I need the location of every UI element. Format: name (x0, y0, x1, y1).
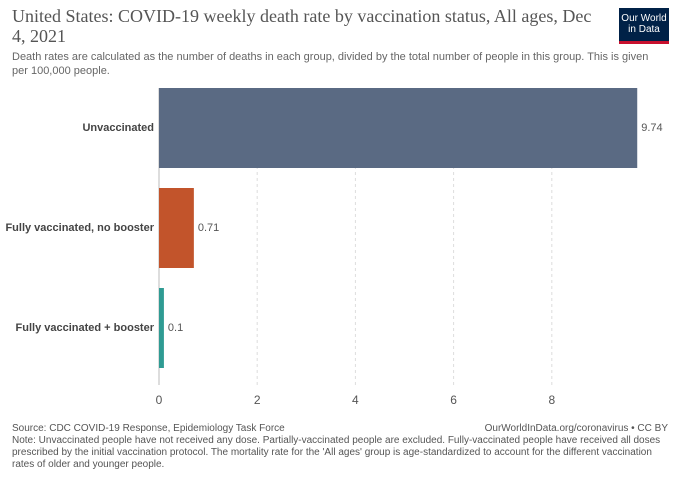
category-label: Fully vaccinated, no booster (5, 222, 154, 234)
bar (159, 188, 194, 268)
x-tick-label: 8 (548, 393, 555, 407)
x-tick-label: 0 (156, 393, 163, 407)
chart-title: United States: COVID-19 weekly death rat… (12, 6, 592, 46)
value-label: 0.1 (168, 322, 183, 334)
credit[interactable]: OurWorldInData.org/coronavirus • CC BY (484, 423, 668, 434)
note: Note: Unvaccinated people have not recei… (12, 435, 661, 470)
bar (159, 288, 164, 368)
category-label: Unvaccinated (82, 122, 154, 134)
x-tick-label: 4 (352, 393, 359, 407)
source: Source: CDC COVID-19 Response, Epidemiol… (12, 423, 285, 434)
x-tick-label: 2 (254, 393, 261, 407)
bar (159, 88, 638, 168)
logo[interactable]: Our World in Data (619, 8, 669, 44)
chart-subtitle: Death rates are calculated as the number… (12, 51, 649, 77)
value-label: 9.74 (641, 122, 662, 134)
category-label: Fully vaccinated + booster (16, 322, 155, 334)
x-tick-label: 6 (450, 393, 457, 407)
value-label: 0.71 (198, 222, 219, 234)
chart: 0 2 4 6 8 Unvaccinated 9.74 Fully vaccinated, n… (5, 88, 663, 407)
